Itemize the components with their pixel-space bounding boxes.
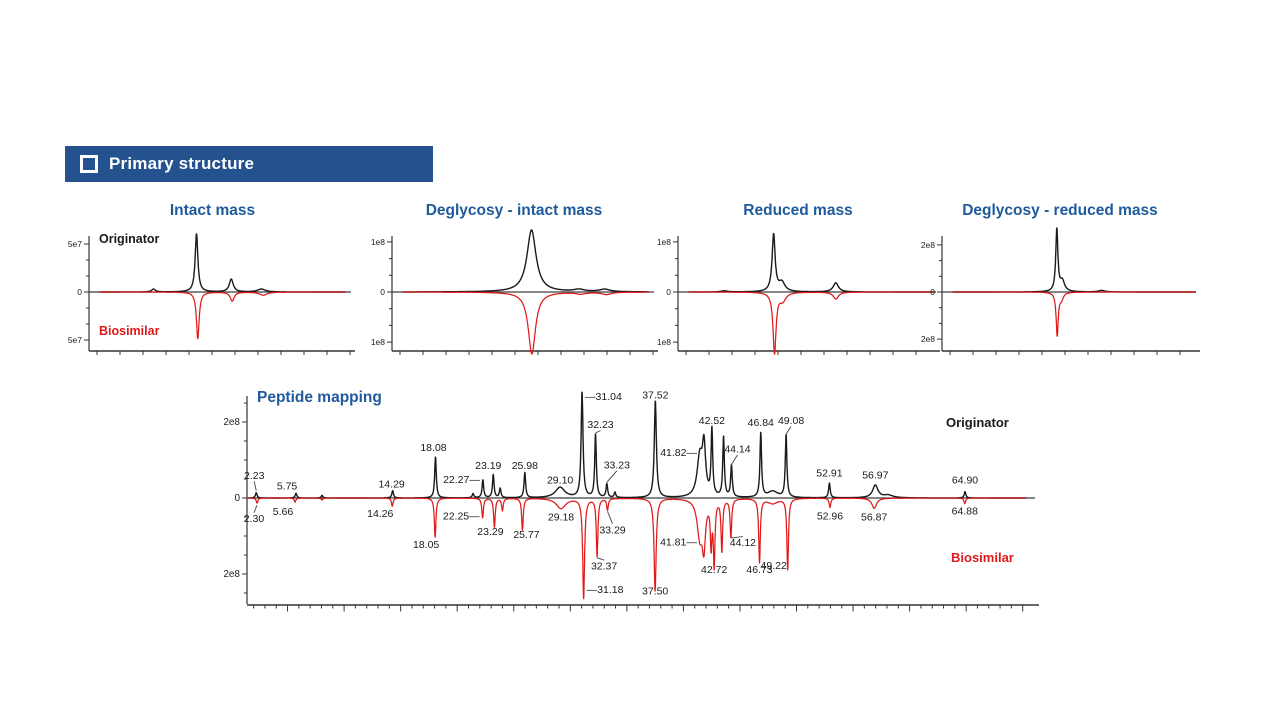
biosimilar-trace (402, 291, 650, 355)
peak-label: 44.12 (730, 537, 756, 549)
originator-trace (247, 391, 1027, 499)
peak-label: 44.14 (724, 444, 750, 456)
deglycosy-intact-mass-title: Deglycosy - intact mass (425, 202, 603, 219)
peak-label: 37.52 (642, 389, 668, 401)
label-leader-line (253, 481, 257, 491)
peak-label: 29.18 (548, 511, 574, 523)
y-tick-label: 0 (666, 287, 671, 297)
y-tick-label: 2e8 (921, 240, 935, 250)
peptide-mapping-chart: 2e8 0 2e8 2.23 5.75 14.29 18.08 22.27— 23.19 25.9… (223, 389, 1039, 612)
peak-label: 64.90 (952, 475, 978, 487)
label-leader-line (606, 470, 618, 483)
y-tick-label: 2e8 (223, 569, 240, 580)
peak-label: 49.08 (778, 415, 804, 427)
peak-label: 22.25— (443, 511, 480, 523)
peak-label: 33.23 (604, 459, 630, 471)
peak-label: 41.82— (660, 447, 697, 459)
originator-trace (402, 229, 650, 293)
peak-label: 52.96 (817, 510, 843, 522)
legend-biosimilar: Biosimilar (951, 550, 1014, 565)
label-leader-line (731, 454, 738, 465)
y-tick-label: 0 (234, 493, 240, 504)
label-leader-line (730, 536, 743, 539)
peptide-mapping-title: Peptide mapping (257, 389, 382, 406)
label-leader-line (595, 430, 601, 434)
peak-label: 46.73 (746, 564, 772, 576)
peak-label: 56.87 (861, 511, 887, 523)
y-tick-label: 5e7 (68, 335, 82, 345)
deglycosy-intact-mass-panel: Deglycosy - intact mass 1e8 0 1e8 (368, 200, 660, 370)
label-leader-line (253, 504, 258, 513)
y-tick-label: 1e8 (371, 337, 385, 347)
peak-label: 14.29 (378, 479, 404, 491)
reduced-mass-panel: Reduced mass 1e8 0 1e8 (654, 200, 942, 370)
deglycosy-reduced-mass-chart: 2e8 0 2e8 (921, 227, 1200, 355)
biosimilar-trace (99, 291, 347, 340)
peak-label: 22.27— (443, 474, 480, 486)
y-tick-label: 1e8 (657, 337, 671, 347)
peak-label: 5.66 (273, 506, 294, 518)
y-tick-label: 1e8 (657, 237, 671, 247)
peak-label: 33.29 (599, 524, 625, 536)
peak-label: 25.77 (513, 529, 539, 541)
peptide-mapping-panel: 2e8 0 2e8 2.23 5.75 14.29 18.08 22.27— 23.19 25.9… (205, 388, 1045, 628)
peak-label: 56.97 (862, 469, 888, 481)
deglycosy-intact-mass-chart: 1e8 0 1e8 (371, 229, 658, 355)
peak-label: 46.84 (748, 417, 774, 429)
peak-label: 23.29 (477, 526, 503, 538)
biosimilar-trace (688, 291, 936, 355)
y-tick-label: 2e8 (921, 334, 935, 344)
intact-mass-chart: 5e7 0 5e7 (68, 233, 355, 355)
y-tick-label: 1e8 (371, 237, 385, 247)
peak-label: 5.75 (277, 480, 298, 492)
peak-label: 64.88 (952, 506, 978, 518)
peak-label: 18.05 (413, 539, 439, 551)
reduced-mass-chart: 1e8 0 1e8 (657, 232, 940, 355)
section-banner: Primary structure (65, 146, 433, 182)
peak-label: 23.19 (475, 460, 501, 472)
biosimilar-trace (247, 497, 1027, 600)
peak-label: 42.52 (699, 415, 725, 427)
peak-label: 25.98 (512, 460, 538, 472)
peak-label: 42.72 (701, 564, 727, 576)
intact-mass-panel: Intact mass 5e7 0 5e7 Originator Biosimila… (65, 200, 360, 370)
reduced-mass-title: Reduced mass (743, 202, 853, 219)
y-tick-label: 0 (77, 287, 82, 297)
peak-label: —31.04 (585, 391, 622, 403)
y-tick-label: 5e7 (68, 239, 82, 249)
peak-label: 52.91 (816, 467, 842, 479)
peak-label: 2.23 (244, 470, 265, 482)
intact-mass-title: Intact mass (169, 202, 256, 219)
legend-originator: Originator (99, 232, 160, 246)
peak-label: 2.30 (244, 513, 265, 525)
label-leader-line (596, 557, 605, 561)
y-tick-label: 0 (380, 287, 385, 297)
peak-label: —31.18 (587, 584, 624, 596)
square-bullet-icon (80, 155, 98, 173)
label-leader-line (785, 426, 792, 435)
deglycosy-reduced-mass-title: Deglycosy - reduced mass (962, 202, 1158, 219)
legend-biosimilar: Biosimilar (99, 324, 160, 338)
peak-label: 14.26 (367, 508, 393, 520)
biosimilar-trace (952, 291, 1197, 337)
peak-label: 29.10 (547, 475, 573, 487)
peak-label: 37.50 (642, 586, 668, 598)
originator-trace (952, 227, 1197, 293)
legend-originator: Originator (946, 415, 1009, 430)
section-title: Primary structure (109, 154, 255, 173)
peak-label: 49.22 (761, 560, 787, 572)
peak-label: 32.23 (587, 419, 613, 431)
peak-label: 32.37 (591, 561, 617, 573)
y-tick-label: 0 (930, 287, 935, 297)
peak-label: 18.08 (420, 442, 446, 454)
label-leader-line (607, 511, 613, 524)
deglycosy-reduced-mass-panel: Deglycosy - reduced mass 2e8 0 2e8 (918, 200, 1202, 370)
originator-trace (688, 232, 936, 293)
peak-label: 41.81— (660, 536, 697, 548)
y-tick-label: 2e8 (223, 417, 240, 428)
